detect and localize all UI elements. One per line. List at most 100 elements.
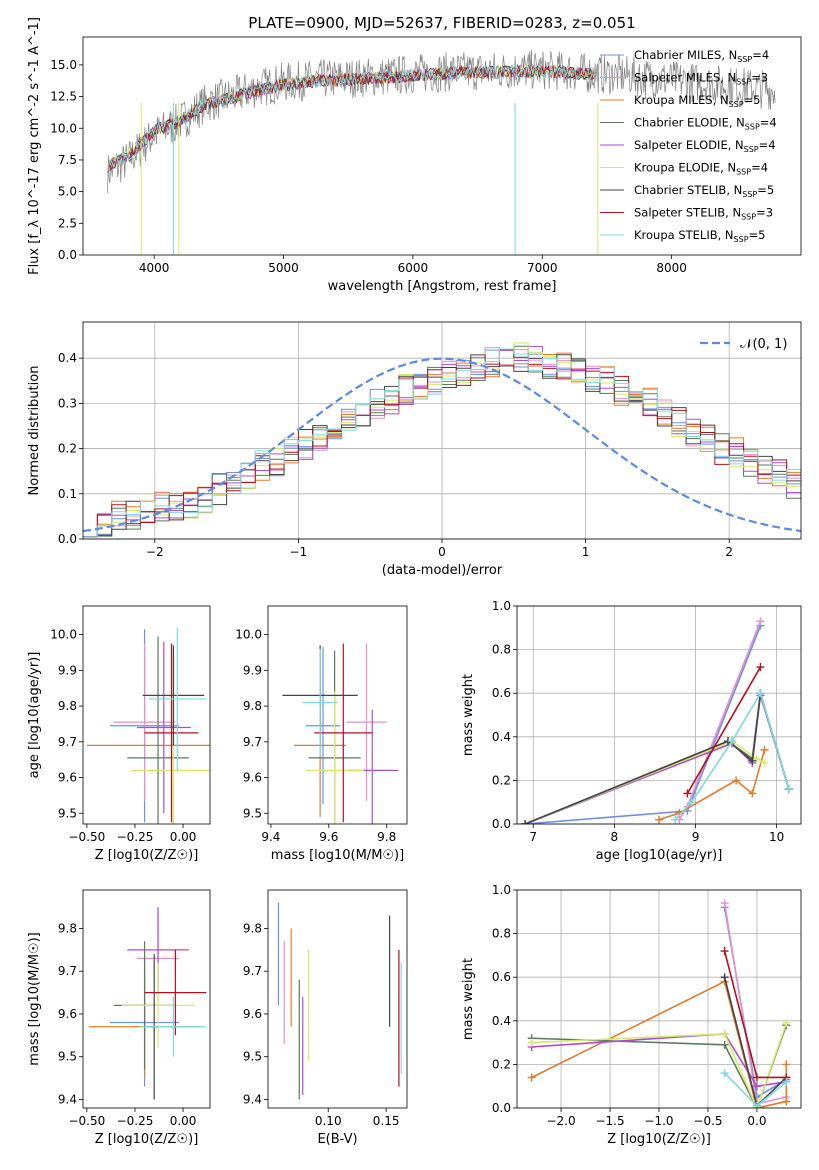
legend-label: Salpeter STELIB, NSSP=3 xyxy=(634,206,773,222)
mass-weight-marker xyxy=(720,947,729,956)
y-tick-label: 9.4 xyxy=(58,1092,77,1106)
mass-weight-marker xyxy=(784,785,793,794)
y-tick-label: 9.6 xyxy=(243,1007,262,1021)
mass-weight-marker xyxy=(732,776,741,785)
spectrum-plot-area xyxy=(107,49,776,255)
massweight-vs-Z-plot-area xyxy=(527,899,791,1108)
mass-weight-line xyxy=(524,740,765,824)
legend-subscript: SSP xyxy=(745,123,760,132)
x-tick-label: 0.15 xyxy=(373,1114,400,1128)
y-tick-label: 1.0 xyxy=(492,883,511,897)
legend-value: =5 xyxy=(744,93,761,107)
mass-weight-marker xyxy=(782,1060,791,1069)
data-spectrum-line xyxy=(107,49,776,193)
x-tick-label: 6000 xyxy=(398,261,429,275)
model-spectrum-line xyxy=(107,63,594,173)
mass-weight-marker xyxy=(782,1097,791,1106)
y-tick-label: 10.0 xyxy=(235,628,262,642)
x-tick-label: 0 xyxy=(438,545,446,559)
x-tick-label: −0.50 xyxy=(68,830,105,844)
x-tick-label: 4000 xyxy=(139,261,170,275)
x-tick-label: 10 xyxy=(769,830,784,844)
y-tick-label: 0.4 xyxy=(492,1014,511,1028)
legend-label: Chabrier ELODIE, NSSP=4 xyxy=(634,116,777,132)
y-tick-label: 9.9 xyxy=(243,663,262,677)
age-vs-Z-frame xyxy=(82,605,211,825)
mass-weight-marker xyxy=(760,745,769,754)
y-tick-label: 9.7 xyxy=(243,964,262,978)
mass-weight-marker xyxy=(683,789,692,798)
mass-weight-marker xyxy=(720,899,729,908)
mass-weight-marker xyxy=(687,798,696,807)
y-tick-label: 9.8 xyxy=(243,699,262,713)
legend-subscript: SSP xyxy=(741,213,756,222)
legend-subscript: SSP xyxy=(736,168,751,177)
x-tick-label: 9.4 xyxy=(261,830,280,844)
x-axis-label: Z [log10(Z/Z☉)] xyxy=(95,848,199,863)
y-axis-label: mass weight xyxy=(461,958,476,1040)
y-tick-label: 0.1 xyxy=(58,487,77,501)
x-axis-label: wavelength [Angstrom, rest frame] xyxy=(328,279,557,294)
mass-weight-marker xyxy=(671,815,680,824)
y-tick-label: 9.6 xyxy=(243,771,262,785)
y-tick-label: 0.6 xyxy=(492,970,511,984)
figure-title: PLATE=0900, MJD=52637, FIBERID=0283, z=0… xyxy=(248,14,635,32)
legend-value: =5 xyxy=(757,183,774,197)
legend-value: =3 xyxy=(756,206,773,220)
y-tick-label: 9.8 xyxy=(243,921,262,935)
massweight-vs-age-plot-area xyxy=(521,617,793,824)
mass-weight-marker xyxy=(527,1038,536,1047)
y-tick-label: 10.0 xyxy=(50,121,77,135)
x-axis-label: (data-model)/error xyxy=(382,563,503,578)
mass-weight-marker xyxy=(782,1077,791,1086)
legend-subscript: SSP xyxy=(742,190,757,199)
residuals-plot-area xyxy=(83,342,801,539)
legend-value: =4 xyxy=(752,48,769,62)
mass-weight-line xyxy=(525,625,762,824)
residuals-frame xyxy=(82,321,802,540)
x-tick-label: −1.5 xyxy=(595,1114,624,1128)
x-tick-label: 0.0 xyxy=(747,1114,766,1128)
massweight-vs-Z-frame xyxy=(516,889,802,1109)
legend-subscript: SSP xyxy=(734,235,749,244)
mass-vs-Z-frame xyxy=(82,889,211,1109)
y-tick-label: 9.5 xyxy=(58,806,77,820)
mass-weight-marker xyxy=(752,1101,761,1108)
y-axis-label: Normed distribution xyxy=(27,366,42,496)
x-tick-label: −1.0 xyxy=(644,1114,673,1128)
residual-histogram xyxy=(83,345,801,539)
mass-weight-marker xyxy=(748,756,757,765)
legend-label: Salpeter ELODIE, NSSP=4 xyxy=(634,138,776,154)
residual-histogram xyxy=(83,342,801,539)
legend-label: 𝒩(0, 1) xyxy=(740,337,787,352)
y-tick-label: 9.4 xyxy=(243,1092,262,1106)
y-tick-label: 0.8 xyxy=(492,927,511,941)
y-tick-label: 7.5 xyxy=(58,153,77,167)
mass-vs-EBV-plot-area xyxy=(277,902,402,1100)
y-tick-label: 0.2 xyxy=(492,773,511,787)
mass-weight-marker xyxy=(760,758,769,767)
mass-weight-marker xyxy=(782,1018,791,1027)
x-tick-label: 9.8 xyxy=(377,830,396,844)
y-tick-label: 10.0 xyxy=(50,628,77,642)
y-tick-label: 2.5 xyxy=(58,216,77,230)
legend-value: =4 xyxy=(751,161,768,175)
y-tick-label: 9.8 xyxy=(58,699,77,713)
y-tick-label: 0.3 xyxy=(58,396,77,410)
mass-weight-marker xyxy=(756,663,765,672)
x-tick-label: 1 xyxy=(582,545,590,559)
x-axis-label: mass [log10(M/M☉)] xyxy=(271,848,404,863)
mass-weight-marker xyxy=(720,1069,729,1078)
mass-weight-line xyxy=(524,695,790,824)
mass-vs-Z-plot-area xyxy=(88,907,207,1100)
y-tick-label: 9.6 xyxy=(58,1007,77,1021)
x-tick-label: −0.50 xyxy=(68,1114,105,1128)
legend-subscript: SSP xyxy=(729,100,744,109)
y-tick-label: 9.6 xyxy=(58,771,77,785)
massweight-vs-age-frame xyxy=(516,605,802,825)
age-vs-Z-plot-area xyxy=(86,627,210,824)
y-axis-label: Flux [f_λ 10^-17 erg cm^-2 s^-1 A^-1] xyxy=(27,17,42,275)
x-tick-label: 7000 xyxy=(527,261,558,275)
x-tick-label: 8 xyxy=(611,830,619,844)
